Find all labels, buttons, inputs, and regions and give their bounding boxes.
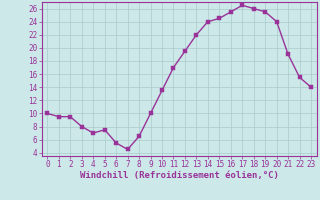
- X-axis label: Windchill (Refroidissement éolien,°C): Windchill (Refroidissement éolien,°C): [80, 171, 279, 180]
